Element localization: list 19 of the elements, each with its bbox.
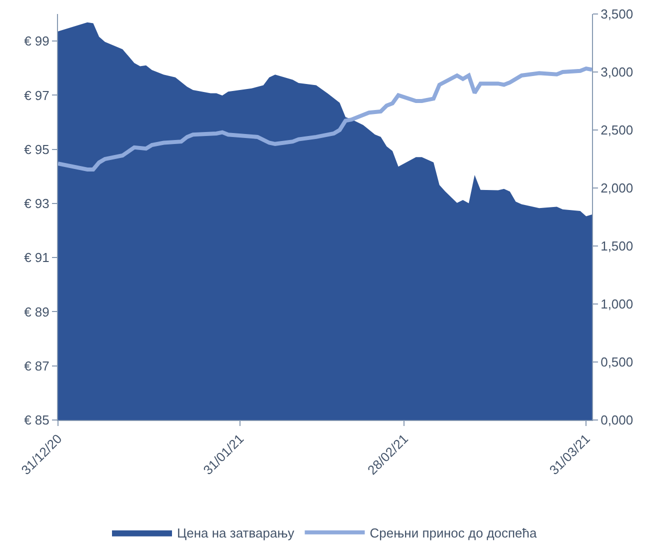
y2-tick-label: 1,000: [600, 296, 634, 312]
y2-tick-label: 2,500: [600, 122, 634, 138]
line-series: [58, 66, 592, 172]
y-tick-label: € 95: [24, 142, 50, 157]
y-tick-label: € 99: [24, 34, 50, 49]
y-tick-label: € 91: [24, 250, 50, 266]
y2-tick-label: 3,000: [600, 64, 634, 80]
y-tick-label: € 87: [24, 358, 50, 374]
y2-tick-label: 0,000: [600, 412, 634, 428]
y-tick-label: € 85: [24, 412, 50, 428]
y2-tick-label: 1,500: [600, 238, 634, 254]
y-tick-label: € 89: [24, 304, 50, 320]
y-tick-label: € 93: [24, 196, 50, 212]
y2-tick-label: 3,500: [600, 6, 634, 22]
y-tick-label: € 97: [24, 88, 50, 103]
y2-tick-label: 0,500: [600, 354, 634, 370]
legend-label: Цена на затварању: [177, 525, 295, 540]
y2-tick-label: 2,000: [600, 180, 634, 196]
legend-label: Срењни принос до доспећа: [370, 525, 538, 540]
